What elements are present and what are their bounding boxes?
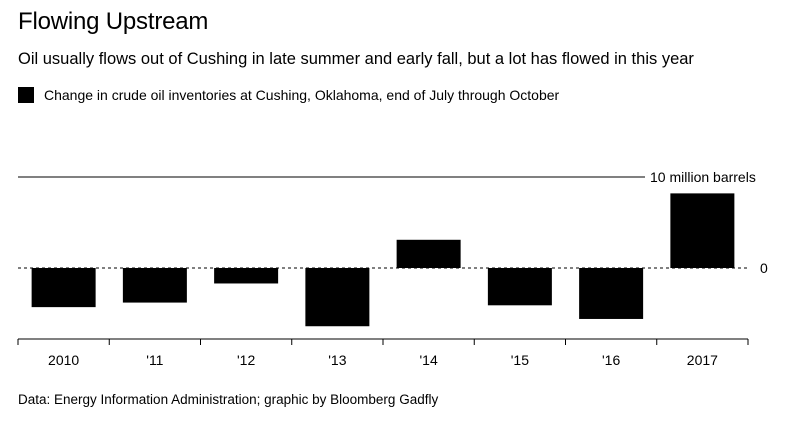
bar-5 bbox=[487, 268, 552, 306]
legend-label: Change in crude oil inventories at Cushi… bbox=[44, 87, 560, 103]
gridline-label: 10 million barrels bbox=[650, 169, 756, 185]
chart-subtitle: Oil usually flows out of Cushing in late… bbox=[18, 50, 694, 68]
bar-2 bbox=[214, 268, 279, 284]
x-tick-label: '16 bbox=[602, 352, 620, 368]
x-tick-label: 2010 bbox=[48, 352, 79, 368]
zero-label: 0 bbox=[760, 260, 768, 276]
bar-4 bbox=[396, 239, 461, 268]
x-tick-label: '13 bbox=[328, 352, 346, 368]
source-note: Data: Energy Information Administration;… bbox=[18, 392, 439, 407]
x-tick-label: '11 bbox=[146, 352, 163, 368]
legend: Change in crude oil inventories at Cushi… bbox=[18, 87, 559, 103]
x-tick-label: '12 bbox=[237, 352, 255, 368]
bar-7 bbox=[670, 193, 735, 268]
x-tick-label: '15 bbox=[511, 352, 529, 368]
bar-6 bbox=[579, 268, 644, 319]
chart-title: Flowing Upstream bbox=[18, 8, 209, 35]
bar-0 bbox=[31, 268, 96, 308]
bar-3 bbox=[305, 268, 370, 327]
x-tick-label: '14 bbox=[420, 352, 438, 368]
legend-swatch bbox=[18, 87, 34, 103]
bar-1 bbox=[122, 268, 187, 303]
x-tick-label: 2017 bbox=[687, 352, 718, 368]
